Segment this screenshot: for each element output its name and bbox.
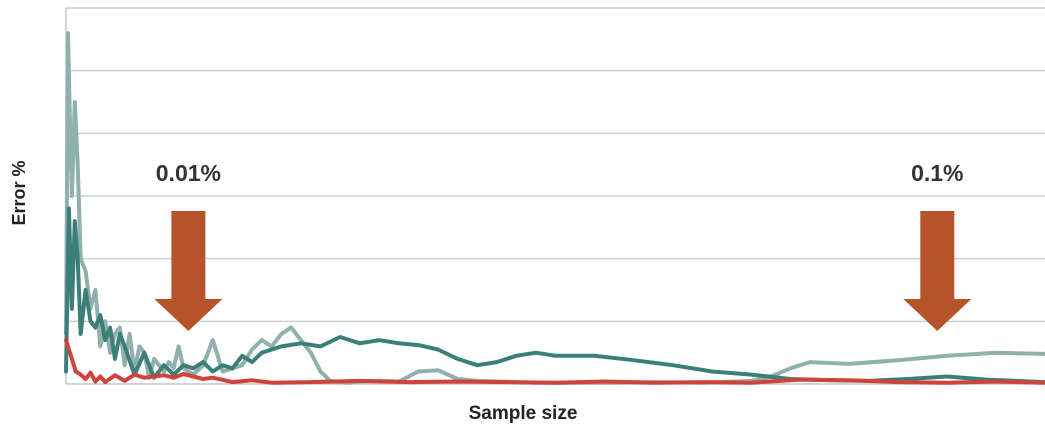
series-line-teal-dark — [64, 206, 1045, 385]
down-arrow-icon — [154, 211, 223, 331]
down-arrow-icon — [903, 211, 972, 331]
x-axis-title: Sample size — [469, 403, 578, 424]
y-axis-title: Error % — [9, 160, 29, 225]
series-line-teal-light — [64, 31, 1045, 385]
annotation-label: 0.1% — [911, 160, 963, 186]
annotation-layer: 0.01% 0.1% — [154, 160, 972, 331]
annotation-label: 0.01% — [156, 160, 221, 186]
series-layer — [64, 31, 1045, 385]
grid-lines — [66, 7, 1045, 385]
series-line-red — [64, 338, 1045, 385]
